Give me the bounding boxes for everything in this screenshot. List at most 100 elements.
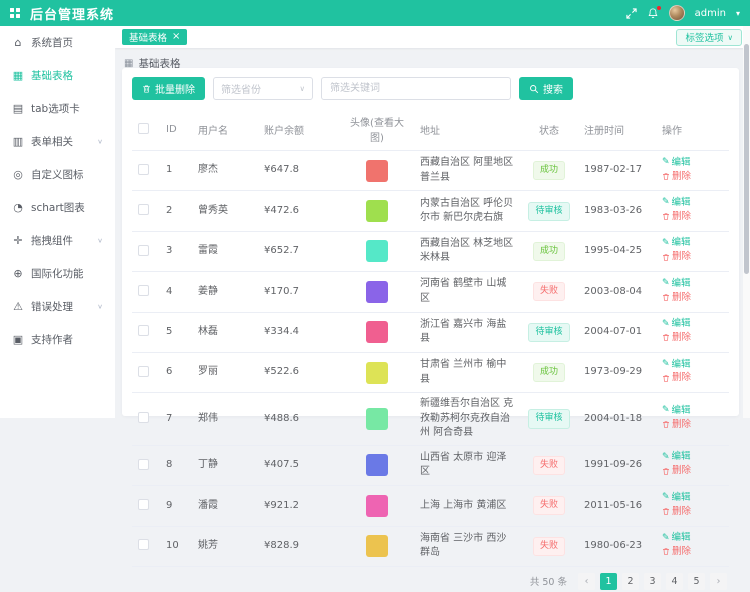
row-checkbox[interactable] bbox=[138, 499, 149, 510]
page-button-2[interactable]: 2 bbox=[622, 573, 639, 590]
delete-button[interactable]: 删除 bbox=[662, 371, 691, 385]
prev-icon: ‹ bbox=[585, 576, 589, 587]
avatar-thumbnail[interactable] bbox=[366, 495, 388, 517]
page-button-1[interactable]: 1 bbox=[600, 573, 617, 590]
avatar-thumbnail[interactable] bbox=[366, 200, 388, 222]
batch-delete-button[interactable]: 批量删除 bbox=[132, 77, 205, 100]
status-badge: 失败 bbox=[533, 456, 565, 475]
edit-button[interactable]: ✎ 编辑 bbox=[662, 450, 691, 464]
sidebar-item-5[interactable]: ◔ schart图表 bbox=[0, 191, 115, 224]
avatar-thumbnail[interactable] bbox=[366, 535, 388, 557]
delete-button[interactable]: 删除 bbox=[662, 210, 691, 224]
province-filter-select[interactable]: 筛选省份 ∨ bbox=[213, 77, 313, 100]
avatar-thumbnail[interactable] bbox=[366, 408, 388, 430]
edit-icon: ✎ bbox=[662, 318, 670, 331]
sidebar: ⌂ 系统首页 ▦ 基础表格 ▤ tab选项卡 ▥ 表单相关 ∨ ◎ 自定义图标 … bbox=[0, 26, 115, 418]
row-checkbox[interactable] bbox=[138, 459, 149, 470]
user-avatar[interactable] bbox=[669, 5, 685, 21]
sidebar-item-3[interactable]: ▥ 表单相关 ∨ bbox=[0, 125, 115, 158]
edit-button[interactable]: ✎ 编辑 bbox=[662, 404, 691, 418]
edit-button[interactable]: ✎ 编辑 bbox=[662, 358, 691, 372]
sidebar-item-8[interactable]: ⚠ 错误处理 ∨ bbox=[0, 290, 115, 323]
user-menu-caret-icon[interactable]: ▾ bbox=[736, 9, 740, 18]
next-icon: › bbox=[717, 576, 721, 587]
page-button-4[interactable]: 4 bbox=[666, 573, 683, 590]
page-button-3[interactable]: 3 bbox=[644, 573, 661, 590]
cell-avatar bbox=[340, 393, 414, 446]
row-checkbox[interactable] bbox=[138, 164, 149, 175]
sidebar-item-2[interactable]: ▤ tab选项卡 bbox=[0, 92, 115, 125]
delete-button[interactable]: 删除 bbox=[662, 418, 691, 432]
row-checkbox[interactable] bbox=[138, 285, 149, 296]
cell-register-date: 1995-04-25 bbox=[578, 231, 656, 271]
sidebar-item-label: 错误处理 bbox=[31, 299, 90, 314]
delete-button[interactable]: 删除 bbox=[662, 331, 691, 345]
row-checkbox[interactable] bbox=[138, 366, 149, 377]
delete-button[interactable]: 删除 bbox=[662, 505, 691, 519]
keyword-search-input[interactable] bbox=[321, 77, 511, 100]
edit-button[interactable]: ✎ 编辑 bbox=[662, 236, 691, 250]
sidebar-item-4[interactable]: ◎ 自定义图标 bbox=[0, 158, 115, 191]
row-checkbox[interactable] bbox=[138, 325, 149, 336]
tab-basic-table[interactable]: 基础表格 × bbox=[122, 29, 187, 45]
collapse-menu-icon[interactable] bbox=[10, 8, 20, 18]
top-bar: 后台管理系统 admin ▾ bbox=[0, 0, 750, 26]
cell-id: 2 bbox=[160, 191, 192, 231]
sidebar-item-icon: ⚠ bbox=[12, 300, 24, 313]
window-scrollbar[interactable] bbox=[743, 26, 750, 418]
sidebar-item-7[interactable]: ⊕ 国际化功能 bbox=[0, 257, 115, 290]
avatar-thumbnail[interactable] bbox=[366, 321, 388, 343]
avatar-thumbnail[interactable] bbox=[366, 454, 388, 476]
cell-balance: ¥652.7 bbox=[258, 231, 340, 271]
edit-button[interactable]: ✎ 编辑 bbox=[662, 277, 691, 291]
sidebar-item-1[interactable]: ▦ 基础表格 bbox=[0, 59, 115, 92]
delete-button[interactable]: 删除 bbox=[662, 250, 691, 264]
edit-button[interactable]: ✎ 编辑 bbox=[662, 156, 691, 170]
delete-button[interactable]: 删除 bbox=[662, 464, 691, 478]
edit-button[interactable]: ✎ 编辑 bbox=[662, 491, 691, 505]
search-button[interactable]: 搜索 bbox=[519, 77, 573, 100]
page-button-5[interactable]: 5 bbox=[688, 573, 705, 590]
sidebar-item-9[interactable]: ▣ 支持作者 bbox=[0, 323, 115, 356]
sidebar-item-label: 系统首页 bbox=[31, 35, 103, 50]
row-checkbox[interactable] bbox=[138, 539, 149, 550]
edit-button[interactable]: ✎ 编辑 bbox=[662, 531, 691, 545]
notifications-button[interactable] bbox=[647, 7, 659, 20]
cell-balance: ¥828.9 bbox=[258, 526, 340, 566]
next-page-button[interactable]: › bbox=[710, 573, 727, 590]
select-all-checkbox[interactable] bbox=[138, 123, 149, 134]
cell-username: 雷霞 bbox=[192, 231, 258, 271]
close-icon[interactable]: × bbox=[172, 32, 180, 42]
delete-button[interactable]: 删除 bbox=[662, 545, 691, 559]
username[interactable]: admin bbox=[695, 8, 726, 19]
prev-page-button[interactable]: ‹ bbox=[578, 573, 595, 590]
edit-button[interactable]: ✎ 编辑 bbox=[662, 317, 691, 331]
delete-button[interactable]: 删除 bbox=[662, 291, 691, 305]
sidebar-item-0[interactable]: ⌂ 系统首页 bbox=[0, 26, 115, 59]
avatar-thumbnail[interactable] bbox=[366, 240, 388, 262]
cell-status: 失败 bbox=[520, 445, 578, 485]
fullscreen-button[interactable] bbox=[626, 8, 637, 19]
edit-button[interactable]: ✎ 编辑 bbox=[662, 196, 691, 210]
tag-options-button[interactable]: 标签选项 ∨ bbox=[676, 29, 742, 46]
cell-avatar bbox=[340, 486, 414, 526]
delete-button[interactable]: 删除 bbox=[662, 170, 691, 184]
avatar-thumbnail[interactable] bbox=[366, 160, 388, 182]
cell-operations: ✎ 编辑 删除 bbox=[656, 272, 729, 312]
avatar-thumbnail[interactable] bbox=[366, 281, 388, 303]
sidebar-item-6[interactable]: ✛ 拖拽组件 ∨ bbox=[0, 224, 115, 257]
row-checkbox[interactable] bbox=[138, 245, 149, 256]
sidebar-item-icon: ▥ bbox=[12, 135, 24, 148]
row-checkbox[interactable] bbox=[138, 204, 149, 215]
cell-address: 西藏自治区 林芝地区 米林县 bbox=[414, 231, 520, 271]
search-icon bbox=[529, 84, 539, 94]
edit-icon: ✎ bbox=[662, 156, 670, 169]
cell-register-date: 1983-03-26 bbox=[578, 191, 656, 231]
scrollbar-thumb[interactable] bbox=[744, 44, 749, 274]
sidebar-item-icon: ▤ bbox=[12, 102, 24, 115]
cell-register-date: 1987-02-17 bbox=[578, 151, 656, 191]
avatar-thumbnail[interactable] bbox=[366, 362, 388, 384]
delete-icon bbox=[662, 374, 670, 383]
